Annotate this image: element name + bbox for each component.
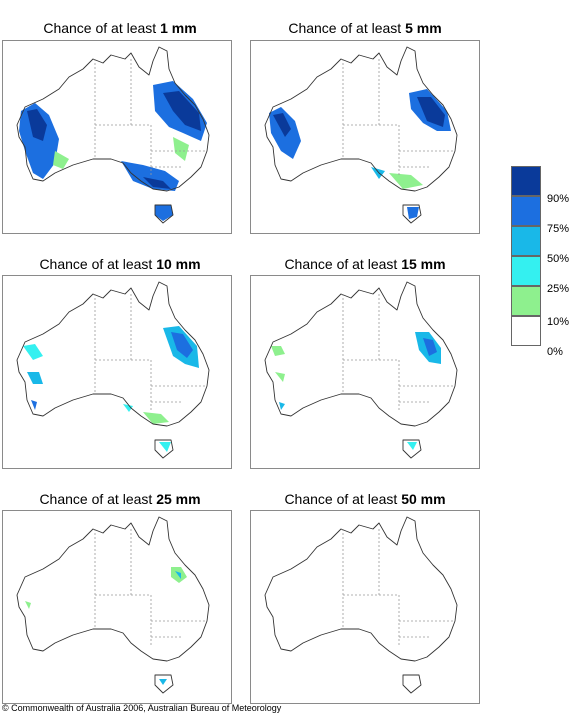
panel-title-50mm: Chance of at least 50 mm xyxy=(245,491,485,507)
australia-map-50mm xyxy=(264,516,458,694)
legend-swatch-50 xyxy=(511,226,541,256)
map-panel-1mm xyxy=(2,40,232,234)
australia-map-15mm xyxy=(264,281,458,459)
panel-title-prefix: Chance of at least xyxy=(43,20,161,36)
panel-title-1mm: Chance of at least 1 mm xyxy=(0,20,240,36)
legend-swatch-25 xyxy=(511,256,541,286)
australia-map-5mm xyxy=(264,46,458,224)
australia-map-10mm xyxy=(16,281,210,459)
panel-title-prefix: Chance of at least xyxy=(288,20,406,36)
legend-swatch-0 xyxy=(511,316,541,346)
panel-title-amount: 10 mm xyxy=(156,256,201,272)
panel-title-5mm: Chance of at least 5 mm xyxy=(245,20,485,36)
legend-label-0: 0% xyxy=(547,346,563,358)
australia-map-1mm xyxy=(16,46,210,224)
panel-title-prefix: Chance of at least xyxy=(39,256,157,272)
panel-title-amount: 50 mm xyxy=(401,491,446,507)
legend-swatch-90 xyxy=(511,166,541,196)
panel-title-amount: 5 mm xyxy=(405,20,442,36)
panel-title-prefix: Chance of at least xyxy=(284,256,402,272)
copyright-footer: © Commonwealth of Australia 2006, Austra… xyxy=(2,703,282,713)
panel-title-15mm: Chance of at least 15 mm xyxy=(245,256,485,272)
legend-swatch-10 xyxy=(511,286,541,316)
map-panel-50mm xyxy=(250,510,480,704)
panel-title-25mm: Chance of at least 25 mm xyxy=(0,491,240,507)
panel-title-prefix: Chance of at least xyxy=(284,491,402,507)
legend-label-90: 90% xyxy=(547,193,570,205)
map-panel-25mm xyxy=(2,510,232,704)
legend-swatch-75 xyxy=(511,196,541,226)
panel-title-10mm: Chance of at least 10 mm xyxy=(0,256,240,272)
legend-label-10: 10% xyxy=(547,316,570,328)
map-panel-5mm xyxy=(250,40,480,234)
legend-label-50: 50% xyxy=(547,253,570,265)
panel-title-amount: 1 mm xyxy=(160,20,197,36)
map-panel-10mm xyxy=(2,275,232,469)
rain-region-sw xyxy=(19,103,59,179)
panel-title-amount: 25 mm xyxy=(156,491,201,507)
legend-label-25: 25% xyxy=(547,283,570,295)
legend-label-75: 75% xyxy=(547,223,570,235)
panel-title-amount: 15 mm xyxy=(401,256,446,272)
australia-map-25mm xyxy=(16,516,210,694)
map-panel-15mm xyxy=(250,275,480,469)
panel-title-prefix: Chance of at least xyxy=(39,491,157,507)
rain-region-tas xyxy=(155,205,173,221)
